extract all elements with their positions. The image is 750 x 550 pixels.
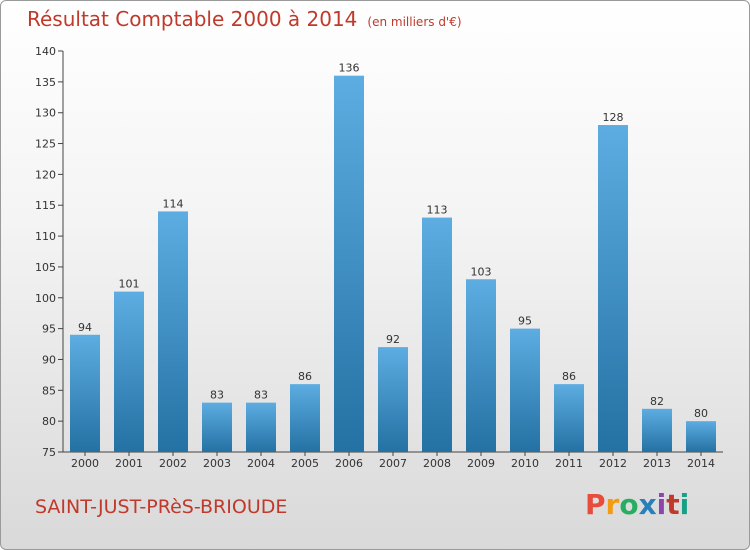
x-tick-label: 2012 (599, 457, 627, 470)
chart-subtitle: (en milliers d'€) (367, 15, 462, 29)
y-tick-label: 130 (35, 107, 56, 120)
bar (598, 125, 628, 453)
y-tick-label: 85 (42, 384, 56, 397)
x-tick-label: 2011 (555, 457, 583, 470)
axes: 75 80 85 90 95 100 105 110 115 120 125 130 135 140 200… (35, 45, 723, 470)
bar (466, 279, 496, 452)
bar (334, 75, 364, 452)
x-tick-label: 2002 (159, 457, 187, 470)
logo-letter: x (638, 488, 657, 521)
bar (686, 421, 716, 452)
y-tick-label: 115 (35, 199, 56, 212)
data-label: 94 (78, 321, 92, 334)
y-tick-label: 90 (42, 353, 56, 366)
y-tick-label: 80 (42, 415, 56, 428)
x-tick-label: 2001 (115, 457, 143, 470)
data-label: 128 (603, 111, 624, 124)
x-tick-label: 2004 (247, 457, 275, 470)
logo-letter: o (619, 488, 639, 521)
x-tick-label: 2013 (643, 457, 671, 470)
bar (246, 402, 276, 452)
y-tick-label: 120 (35, 168, 56, 181)
x-tick-label: 2009 (467, 457, 495, 470)
proxiti-logo: Proxiti (585, 488, 689, 521)
bar (510, 328, 540, 452)
logo-letter: i (679, 488, 690, 521)
chart-title-main: Résultat Comptable 2000 à 2014 (27, 7, 358, 31)
data-label: 83 (210, 389, 224, 402)
logo-letter: r (605, 488, 620, 521)
x-tick-label: 2007 (379, 457, 407, 470)
data-label: 101 (119, 278, 140, 291)
data-label: 95 (518, 315, 532, 328)
data-label: 92 (386, 333, 400, 346)
y-tick-label: 95 (42, 323, 56, 336)
bar (70, 334, 100, 452)
bar (554, 384, 584, 452)
x-tick-label: 2000 (71, 457, 99, 470)
logo-letter: t (666, 488, 680, 521)
x-tick-label: 2005 (291, 457, 319, 470)
commune-name: SAINT-JUST-PRèS-BRIOUDE (35, 496, 288, 518)
data-label: 82 (650, 395, 664, 408)
logo-letter: P (585, 488, 606, 521)
chart-title: Résultat Comptable 2000 à 2014 (en millie… (27, 7, 462, 31)
data-label: 86 (298, 370, 312, 383)
x-tick-label: 2008 (423, 457, 451, 470)
bar (378, 347, 408, 452)
data-label: 80 (694, 407, 708, 420)
x-tick-label: 2014 (687, 457, 715, 470)
y-tick-label: 100 (35, 292, 56, 305)
y-tick-label: 110 (35, 230, 56, 243)
y-tick-label: 105 (35, 261, 56, 274)
bar (202, 402, 232, 452)
y-tick-label: 140 (35, 45, 56, 58)
bar (290, 384, 320, 452)
x-tick-label: 2003 (203, 457, 231, 470)
data-labels: 94 101 114 83 83 86 136 92 113 103 95 86 128 82 80 (78, 62, 708, 420)
x-tick-label: 2010 (511, 457, 539, 470)
y-tick-label: 75 (42, 446, 56, 459)
data-label: 136 (339, 62, 360, 75)
data-label: 83 (254, 389, 268, 402)
x-tick-label: 2006 (335, 457, 363, 470)
data-label: 86 (562, 370, 576, 383)
data-label: 113 (427, 204, 448, 217)
y-tick-label: 135 (35, 76, 56, 89)
bar (422, 217, 452, 452)
y-tick-label: 125 (35, 138, 56, 151)
logo-letter: i (656, 488, 667, 521)
bar (642, 408, 672, 452)
bars (70, 75, 716, 453)
data-label: 114 (163, 197, 184, 210)
bar (114, 291, 144, 452)
data-label: 103 (471, 265, 492, 278)
bar (158, 211, 188, 452)
